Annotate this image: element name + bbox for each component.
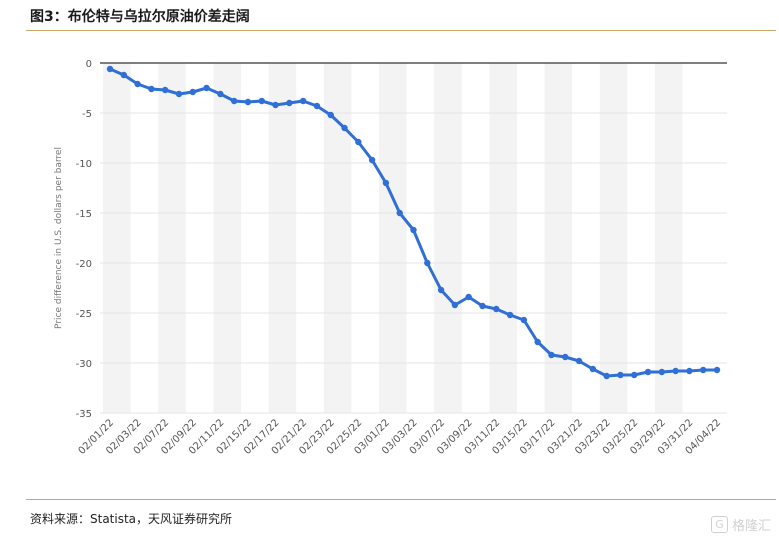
data-point [161, 86, 169, 94]
data-point [396, 209, 403, 217]
data-point [617, 371, 624, 379]
data-point [672, 367, 679, 375]
data-point [603, 372, 610, 380]
data-point [644, 368, 652, 376]
data-point [286, 99, 293, 107]
data-point [658, 368, 666, 376]
background-band [544, 63, 573, 413]
source-divider [26, 499, 776, 500]
background-band [654, 63, 683, 413]
data-point [148, 85, 155, 93]
y-tick-label: -20 [76, 259, 92, 270]
background-band [213, 63, 242, 413]
source-note: 资料来源：Statista，天风证券研究所 [30, 512, 233, 526]
data-point [562, 353, 569, 361]
data-point [589, 365, 597, 373]
data-point [217, 90, 224, 98]
data-point [410, 226, 417, 234]
watermark-text: 格隆汇 [731, 519, 771, 534]
background-band [599, 63, 628, 413]
data-point [548, 351, 555, 359]
figure-title: 图3：布伦特与乌拉尔原油价差走阔 [30, 9, 250, 25]
background-band [158, 63, 186, 413]
data-point [175, 90, 183, 98]
data-point [120, 71, 127, 79]
data-point [424, 259, 431, 267]
data-point [272, 101, 279, 109]
data-point [493, 305, 500, 313]
data-point [479, 302, 486, 310]
data-point [341, 124, 348, 132]
data-point [713, 366, 721, 374]
data-point [700, 366, 707, 374]
data-point [230, 97, 238, 105]
y-tick-label: 0 [86, 59, 92, 70]
watermark: G 格隆汇 [710, 515, 771, 534]
data-point [437, 286, 445, 294]
data-point [244, 98, 252, 106]
y-tick-label: -10 [76, 159, 92, 170]
data-point [686, 367, 693, 375]
y-tick-label: -15 [76, 209, 92, 220]
background-band [268, 63, 297, 413]
y-tick-label: -30 [76, 359, 92, 370]
data-point [189, 88, 196, 96]
data-point [368, 156, 376, 164]
data-point [506, 311, 514, 319]
data-point [575, 357, 583, 365]
title-divider [26, 30, 776, 31]
background-band [379, 63, 407, 413]
data-point [106, 65, 114, 73]
data-point [203, 84, 210, 92]
y-tick-label: -25 [76, 309, 92, 320]
background-band [489, 63, 517, 413]
line-chart: 0 -5 -10 -15 -20 -25 -30 -35 Price difference in… [54, 59, 727, 457]
data-point [355, 138, 362, 146]
y-axis-label: Price difference in U.S. dollars per bar… [54, 147, 64, 329]
y-tick-label: -35 [76, 409, 92, 420]
data-point [134, 80, 141, 88]
watermark-logo-icon: G [710, 516, 728, 533]
data-point [520, 316, 528, 324]
data-point [258, 97, 265, 105]
background-band [103, 63, 131, 413]
data-point [299, 97, 307, 105]
data-point [631, 371, 638, 379]
y-tick-label: -5 [82, 109, 92, 120]
data-point [382, 179, 390, 187]
data-point [465, 293, 472, 301]
data-point [534, 338, 541, 346]
data-point [313, 102, 321, 110]
data-point [451, 301, 459, 309]
background-band [434, 63, 462, 413]
data-point [327, 111, 334, 119]
